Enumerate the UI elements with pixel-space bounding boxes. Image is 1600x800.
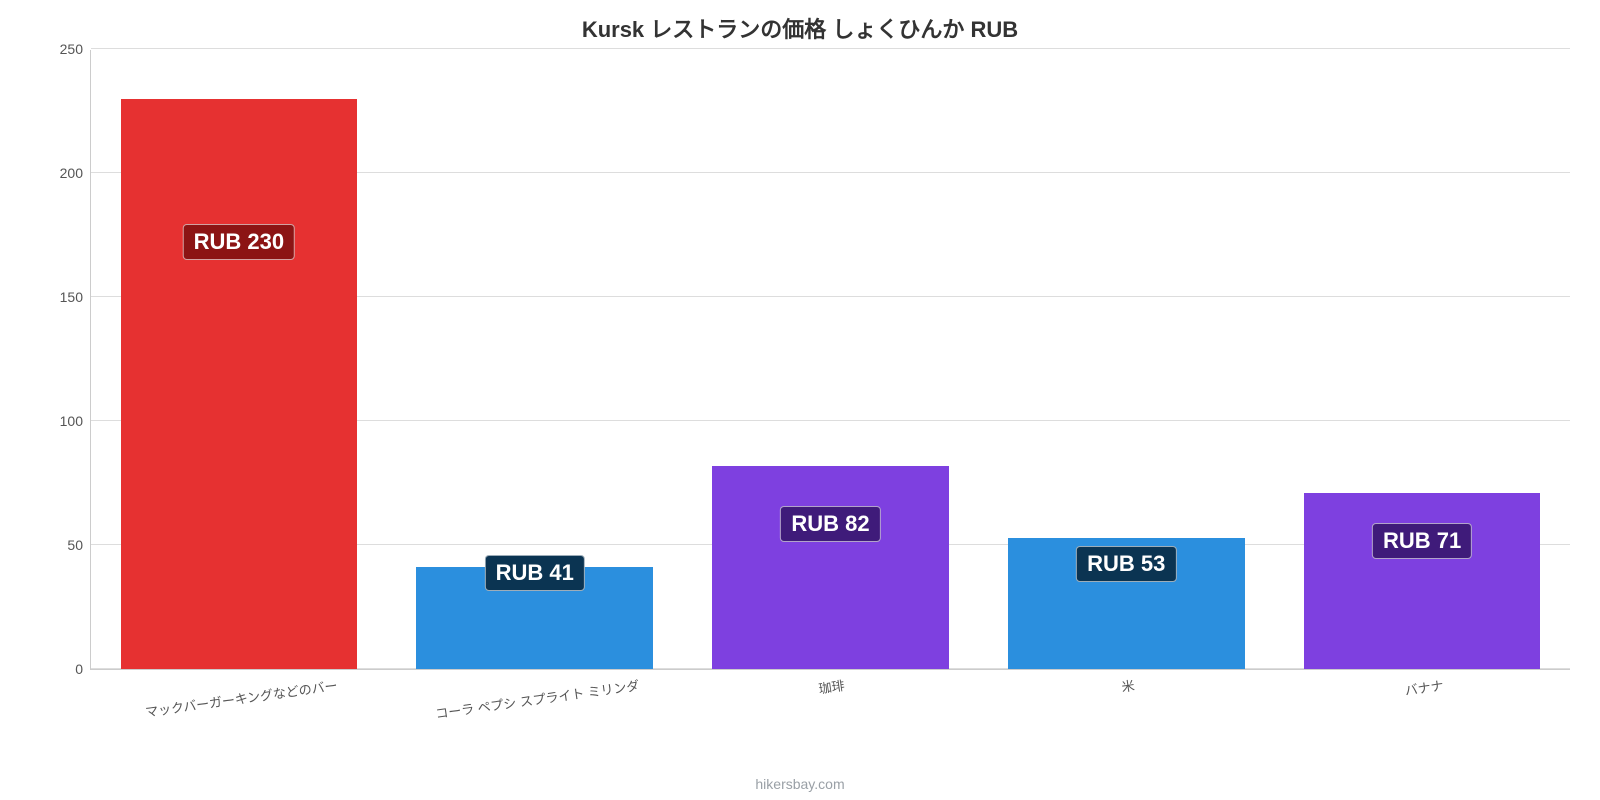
x-tick: バナナ	[1274, 675, 1570, 694]
plot-area: 050100150200250 RUB 230RUB 41RUB 82RUB 5…	[90, 50, 1570, 670]
x-tick-label: コーラ ペプシ スプライト ミリンダ	[434, 675, 640, 722]
bar-value-label: RUB 71	[1372, 523, 1472, 559]
y-tick-label: 100	[60, 413, 91, 429]
bar: RUB 230	[121, 99, 358, 669]
bar-slot: RUB 41	[387, 50, 683, 669]
gridline: 250	[91, 48, 1570, 49]
x-tick-label: 珈琲	[818, 675, 846, 697]
bar-value-label: RUB 53	[1076, 546, 1176, 582]
bar-slot: RUB 82	[683, 50, 979, 669]
x-tick-label: バナナ	[1403, 675, 1444, 699]
y-tick-label: 150	[60, 289, 91, 305]
x-tick: マックバーガーキングなどのバー	[91, 675, 387, 694]
source-credit: hikersbay.com	[0, 776, 1600, 792]
bar-slot: RUB 71	[1274, 50, 1570, 669]
y-tick-label: 0	[75, 661, 91, 677]
x-tick: 珈琲	[683, 675, 979, 694]
x-tick: コーラ ペプシ スプライト ミリンダ	[387, 675, 683, 694]
bar-value-label: RUB 41	[485, 555, 585, 591]
bar: RUB 71	[1304, 493, 1541, 669]
bar: RUB 53	[1008, 538, 1245, 669]
x-tick-label: マックバーガーキングなどのバー	[144, 675, 339, 721]
bar: RUB 82	[712, 466, 949, 669]
bar: RUB 41	[416, 567, 653, 669]
bar-slot: RUB 230	[91, 50, 387, 669]
y-tick-label: 50	[67, 537, 91, 553]
x-tick: 米	[978, 675, 1274, 694]
x-tick-labels: マックバーガーキングなどのバーコーラ ペプシ スプライト ミリンダ 珈琲 米 バナナ	[91, 675, 1570, 694]
y-tick-label: 250	[60, 41, 91, 57]
bar-value-label: RUB 230	[183, 224, 295, 260]
chart-title: Kursk レストランの価格 しょくひんか RUB	[0, 12, 1600, 44]
bar-value-label: RUB 82	[780, 506, 880, 542]
y-tick-label: 200	[60, 165, 91, 181]
bars-container: RUB 230 RUB 41 RUB 82 RUB 53 RUB 71	[91, 50, 1570, 669]
bar-slot: RUB 53	[978, 50, 1274, 669]
x-tick-label: 米	[1120, 675, 1136, 696]
